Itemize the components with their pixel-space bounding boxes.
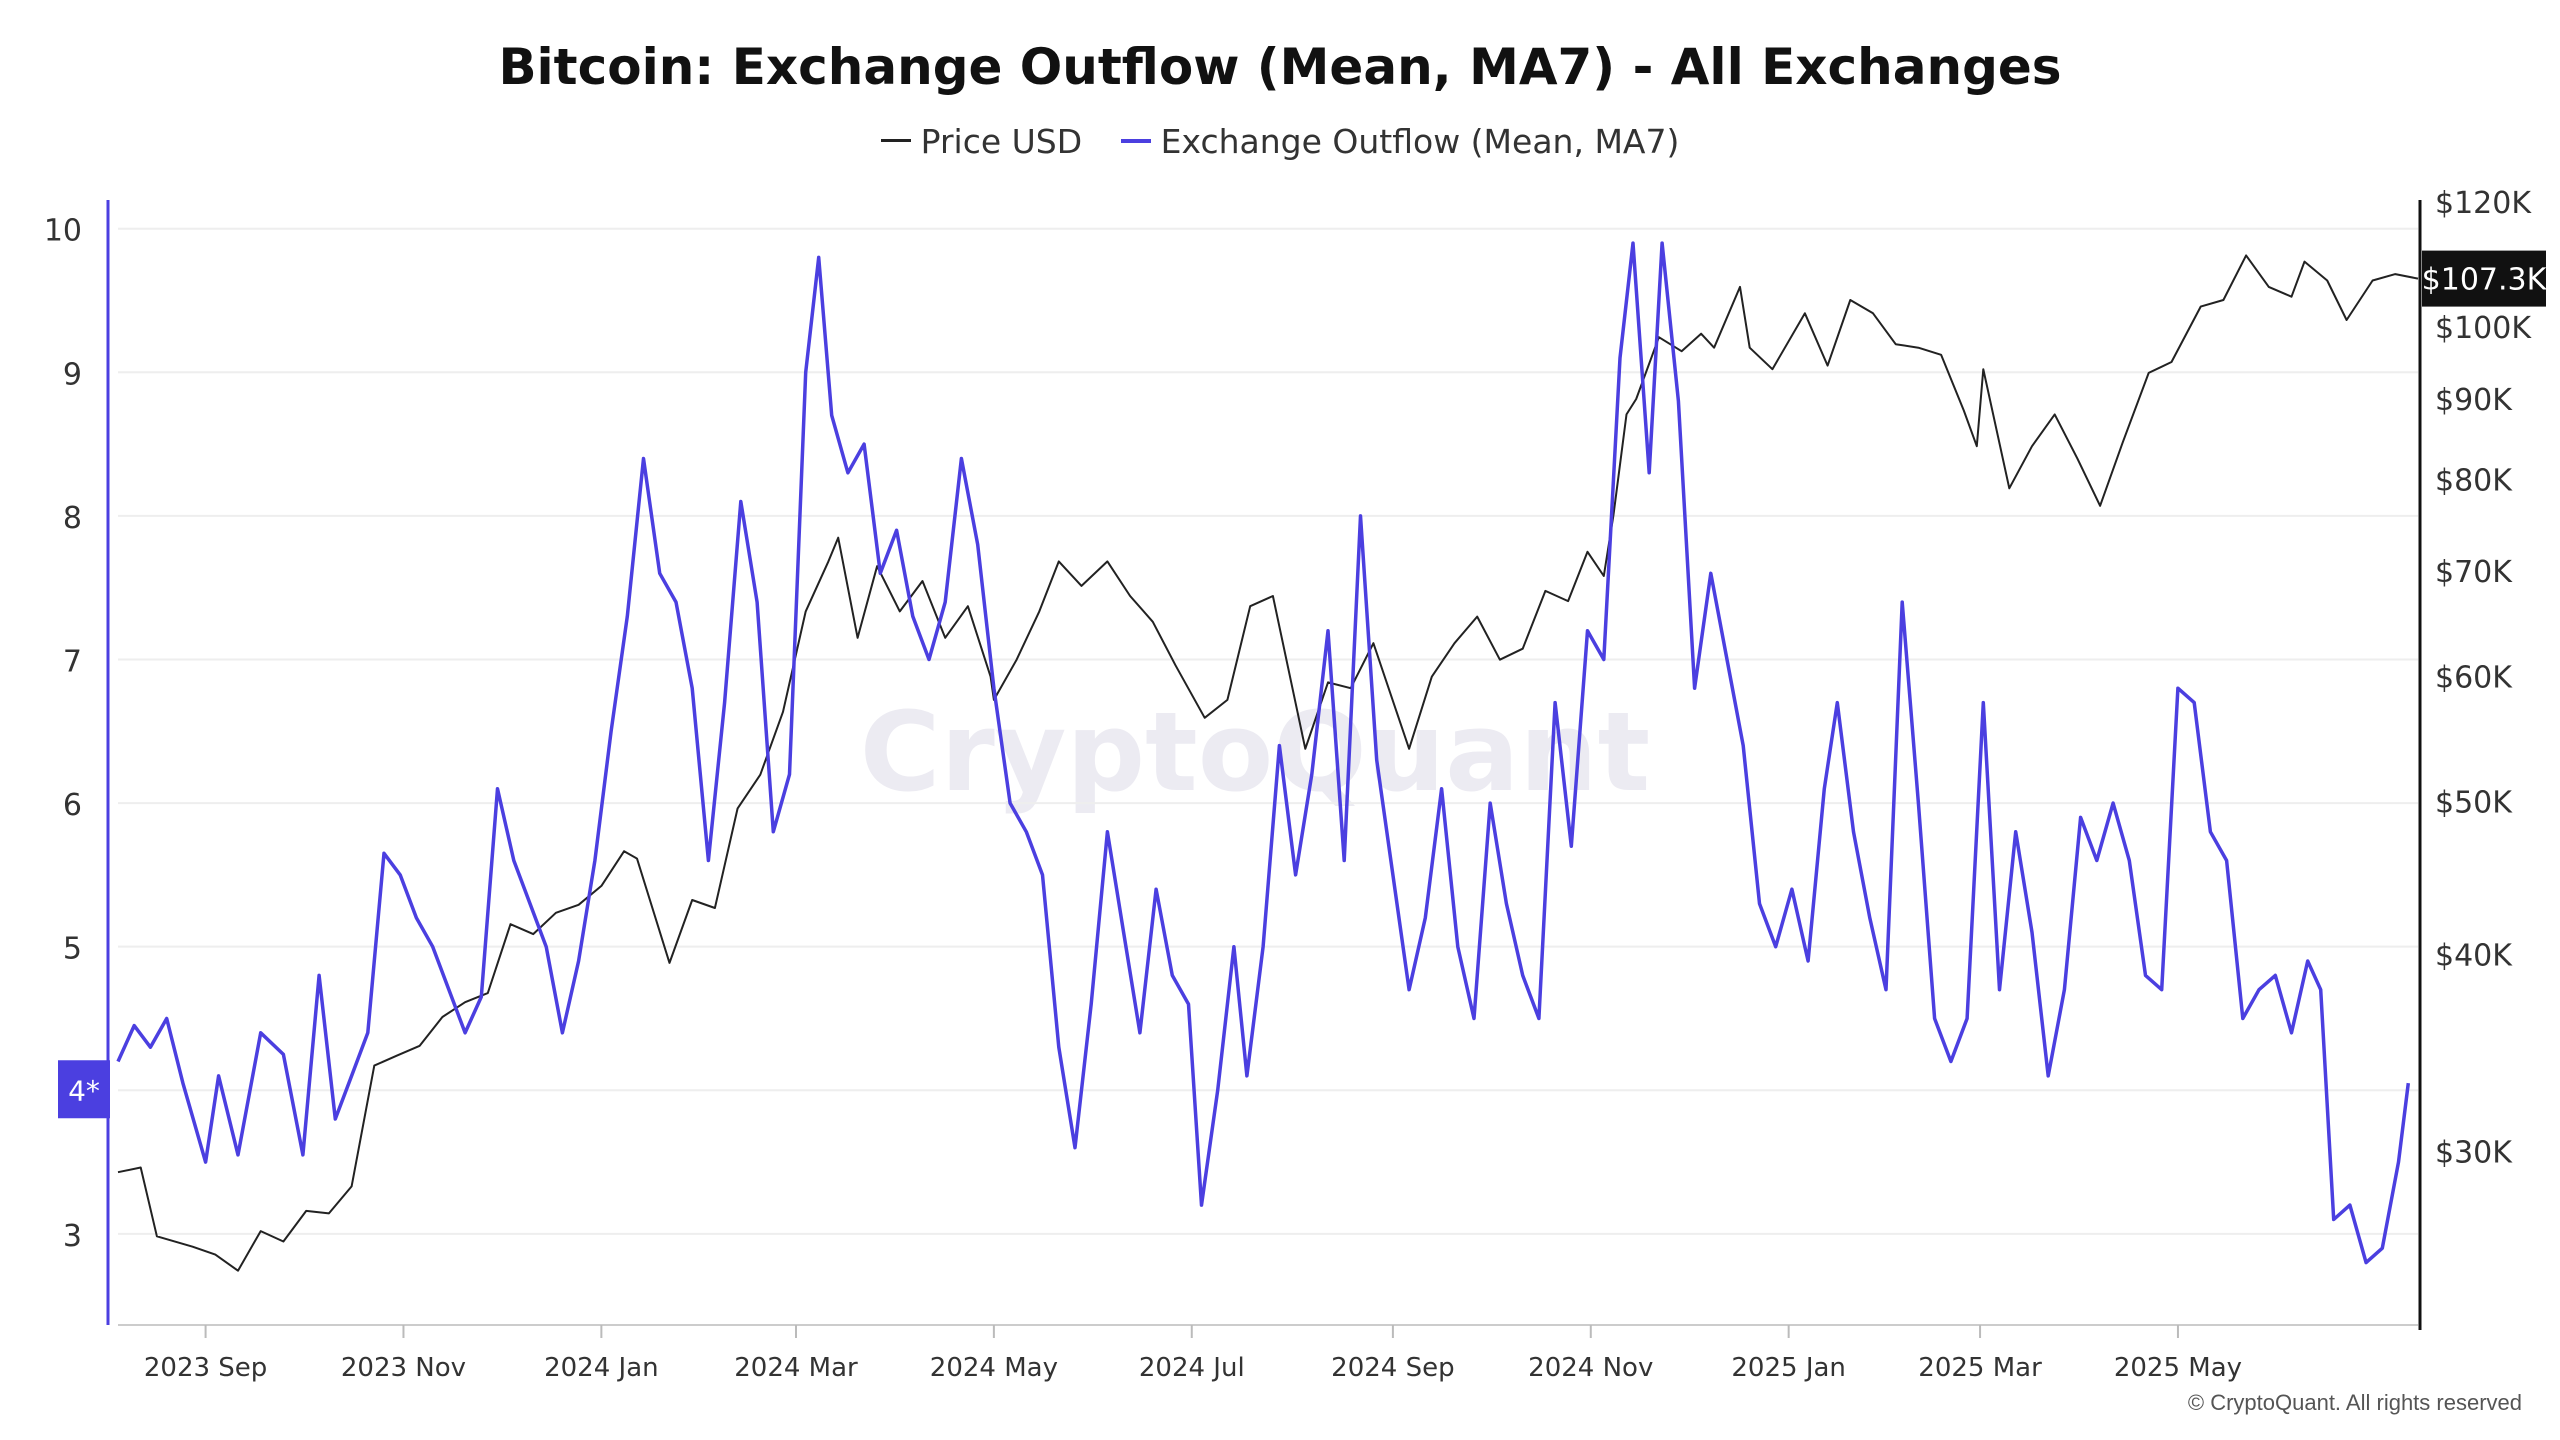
- right-tick-label: $120K: [2435, 186, 2532, 221]
- left-tick-label: 10: [44, 214, 82, 249]
- right-tick-label: $70K: [2435, 555, 2513, 590]
- right-tick-label: $40K: [2435, 938, 2513, 973]
- left-tick-label: 6: [63, 788, 82, 823]
- series-line-price: [117, 254, 2419, 1272]
- legend-swatch-price: [880, 139, 911, 142]
- left-tick-label: 9: [63, 357, 82, 392]
- right-current-badge: [2422, 250, 2546, 307]
- x-tick-label: 2024 Mar: [734, 1353, 858, 1383]
- right-tick-label: $80K: [2435, 464, 2513, 499]
- left-tick-label: 7: [63, 644, 82, 679]
- right-tick-label: $90K: [2435, 383, 2513, 418]
- legend-swatch-outflow: [1120, 138, 1151, 143]
- watermark-text: CryptoQuant: [860, 688, 1651, 816]
- right-tick-label: $50K: [2435, 786, 2513, 821]
- chart-title: Bitcoin: Exchange Outflow (Mean, MA7) - …: [498, 38, 2062, 96]
- x-tick-label: 2023 Nov: [341, 1353, 466, 1383]
- left-tick-label: 3: [63, 1219, 82, 1254]
- x-tick-label: 2024 Jan: [544, 1353, 659, 1383]
- legend-label-outflow: Exchange Outflow (Mean, MA7): [1160, 122, 1680, 161]
- left-current-badge: [58, 1060, 110, 1119]
- x-tick-label: 2023 Sep: [144, 1353, 267, 1383]
- x-tick-label: 2024 May: [930, 1353, 1058, 1383]
- x-tick-label: 2024 Jul: [1139, 1353, 1245, 1383]
- right-current-label: $107.3K: [2422, 263, 2548, 298]
- right-tick-label: $30K: [2435, 1135, 2513, 1170]
- legend-item-outflow[interactable]: Exchange Outflow (Mean, MA7): [1120, 122, 1680, 161]
- x-tick-label: 2024 Nov: [1528, 1353, 1653, 1383]
- legend-item-price[interactable]: Price USD: [880, 122, 1083, 161]
- left-current-label: 4*: [68, 1074, 100, 1107]
- left-tick-label: 8: [63, 501, 82, 536]
- legend-label-price: Price USD: [920, 122, 1083, 161]
- x-tick-label: 2024 Sep: [1331, 1353, 1454, 1383]
- copyright-text: © CryptoQuant. All rights reserved: [2187, 1390, 2522, 1415]
- x-tick-label: 2025 Jan: [1731, 1353, 1846, 1383]
- series-line-outflow: [116, 241, 2411, 1265]
- x-tick-label: 2025 May: [2114, 1353, 2242, 1383]
- right-tick-label: $60K: [2435, 661, 2513, 696]
- x-tick-label: 2025 Mar: [1918, 1353, 2042, 1383]
- left-tick-label: 5: [63, 932, 82, 967]
- right-tick-label: $100K: [2435, 311, 2532, 346]
- legend: Price USD Exchange Outflow (Mean, MA7): [0, 122, 2560, 161]
